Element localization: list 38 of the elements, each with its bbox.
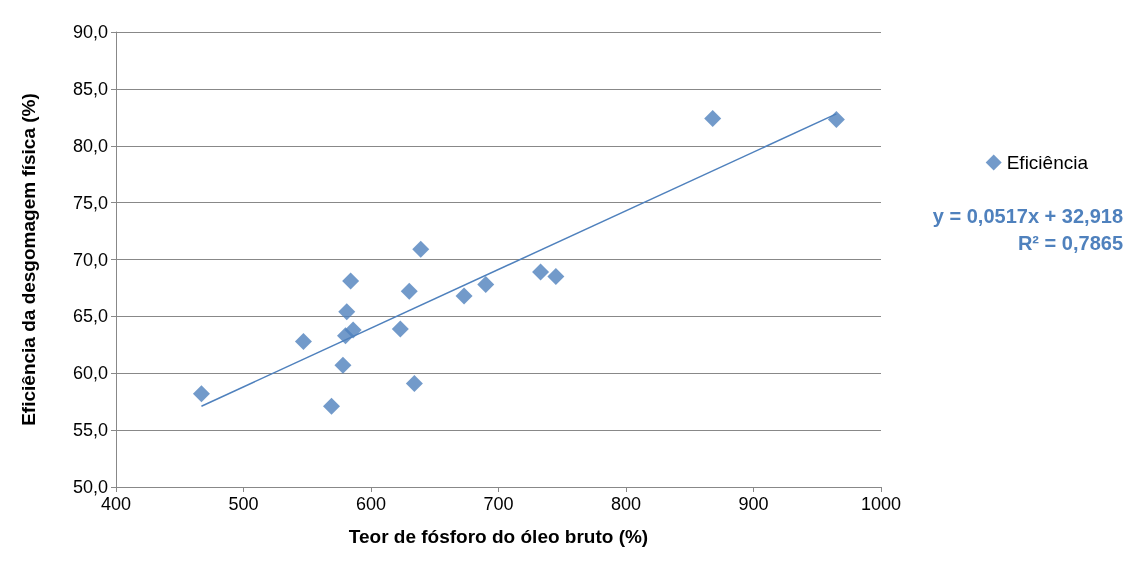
point — [322, 397, 340, 415]
y-tick-label: 65,0 — [72, 306, 108, 327]
y-tick-label: 90,0 — [72, 22, 108, 42]
x-tick-label: 900 — [738, 494, 769, 514]
y-tick-label: 75,0 — [72, 192, 108, 213]
text: R² = 0,7865 — [1017, 232, 1124, 254]
point — [344, 321, 362, 339]
y-axis-title: Eficiência da desgomagem física (%) — [18, 93, 39, 426]
point — [412, 240, 430, 258]
x-tick-label: 500 — [228, 494, 259, 514]
x-tick-label: 400 — [100, 494, 132, 514]
y-tick-label: 55,0 — [72, 420, 108, 441]
point — [547, 268, 565, 286]
point — [294, 332, 312, 350]
point — [342, 272, 360, 290]
point — [334, 356, 352, 374]
point — [400, 282, 418, 300]
point — [477, 276, 495, 294]
x-tick-label: 700 — [483, 494, 514, 514]
y-tick-label: 80,0 — [72, 135, 108, 156]
y-tick-label: 85,0 — [72, 78, 108, 99]
point — [405, 374, 423, 392]
y-tick-label: 60,0 — [72, 363, 108, 384]
text: y = 0,0517x + 32,918 — [932, 205, 1124, 227]
point — [192, 385, 210, 403]
x-tick-label: 1000 — [860, 494, 902, 514]
point — [827, 111, 845, 129]
x-axis-title: Teor de fósforo do óleo bruto (%) — [348, 526, 649, 547]
x-tick-label: 800 — [610, 494, 642, 514]
point — [455, 287, 473, 305]
x-tick-label: 600 — [355, 494, 387, 514]
point — [338, 303, 356, 321]
point — [532, 263, 550, 281]
y-tick-label: 70,0 — [72, 249, 108, 270]
y-tick-label: 50,0 — [72, 477, 108, 497]
legend-label: Eficiência — [1006, 152, 1089, 173]
point — [391, 320, 409, 338]
point — [704, 109, 722, 127]
